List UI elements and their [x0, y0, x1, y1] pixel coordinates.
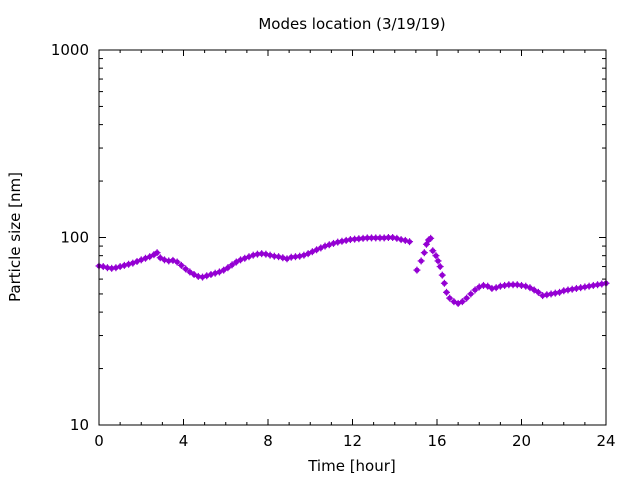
x-tick-label: 0 [94, 432, 104, 450]
x-tick-label: 20 [512, 432, 531, 450]
y-axis-label: Particle size [nm] [6, 172, 24, 302]
data-point [304, 250, 312, 258]
major-ticks [98, 49, 607, 426]
data-point [194, 272, 202, 280]
data-point [471, 286, 479, 294]
data-point [438, 271, 446, 279]
y-tick-label: 10 [70, 416, 89, 434]
data-point [359, 234, 367, 242]
data-point [368, 234, 376, 242]
data-point [224, 264, 232, 272]
data-point [422, 240, 430, 248]
data-point [156, 254, 164, 262]
data-point [458, 298, 466, 306]
x-tick-label: 4 [179, 432, 189, 450]
data-point [313, 246, 321, 254]
data-point [406, 238, 414, 246]
data-point [427, 234, 435, 242]
data-point [182, 265, 190, 273]
data-point [484, 282, 492, 290]
data-point [534, 288, 542, 296]
data-point [432, 252, 440, 260]
data-point [434, 257, 442, 265]
data-point [413, 266, 421, 274]
data-point [308, 248, 316, 256]
data-point [228, 261, 236, 269]
y-tick-labels: 10 100 1000 [51, 41, 89, 434]
x-tick-label: 16 [427, 432, 446, 450]
data-points [95, 234, 610, 307]
x-tick-label: 12 [343, 432, 362, 450]
data-point [463, 294, 471, 302]
data-point [446, 294, 454, 302]
data-point [526, 284, 534, 292]
data-point [443, 288, 451, 296]
x-tick-label: 8 [263, 432, 273, 450]
data-point [530, 286, 538, 294]
data-point [186, 268, 194, 276]
y-tick-label: 1000 [51, 41, 89, 59]
data-point [467, 290, 475, 298]
data-point [253, 250, 261, 258]
data-point [232, 258, 240, 266]
data-point [363, 234, 371, 242]
data-point [440, 279, 448, 287]
minor-ticks [99, 50, 606, 425]
data-point [153, 249, 161, 257]
data-point [177, 261, 185, 269]
data-point [429, 247, 437, 255]
x-tick-labels: 0 4 8 12 16 20 24 [94, 432, 615, 450]
data-point [146, 253, 154, 261]
x-tick-label: 24 [596, 432, 615, 450]
data-point [173, 258, 181, 266]
data-point [190, 270, 198, 278]
y-tick-label: 100 [60, 229, 89, 247]
data-point [420, 249, 428, 257]
plot-frame [98, 49, 607, 426]
data-point [436, 263, 444, 271]
chart-title: Modes location (3/19/19) [258, 15, 445, 33]
data-point [417, 257, 425, 265]
x-axis-label: Time [hour] [307, 457, 396, 475]
data-point [220, 266, 228, 274]
